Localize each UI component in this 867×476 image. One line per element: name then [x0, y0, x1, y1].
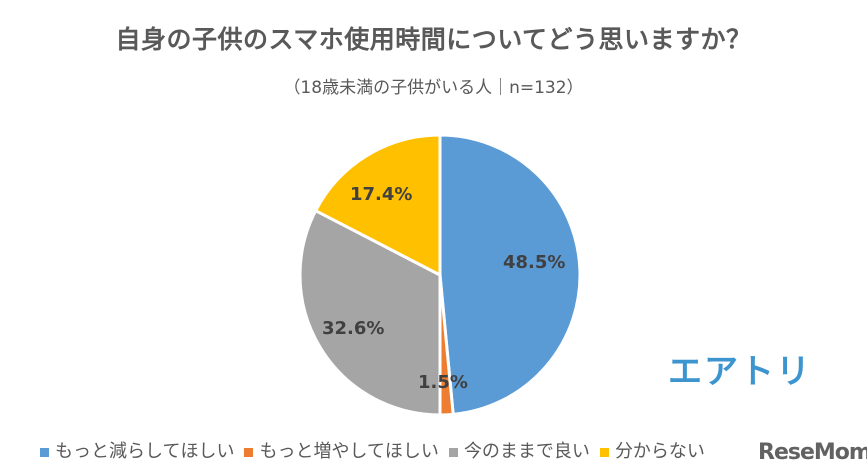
chart-subtitle: （18歳未満の子供がいる人｜n=132） — [283, 78, 584, 98]
chart-legend: もっと減らしてほしい もっと増やしてほしい 今のままで良い 分からない — [40, 437, 715, 463]
pie-slice-unknown — [313, 133, 442, 278]
legend-item-unknown: 分からない — [599, 437, 705, 463]
legend-swatch — [599, 447, 609, 457]
legend-item-reduce: もっと減らしてほしい — [40, 437, 234, 463]
legend-swatch — [244, 447, 254, 457]
slice-label-keep: 32.6% — [322, 318, 384, 339]
legend-item-increase: もっと増やしてほしい — [244, 437, 439, 463]
slice-label-reduce: 48.5% — [503, 252, 565, 273]
resemom-watermark: ReseMom — [758, 440, 867, 465]
airtrip-logo: エアトリ — [668, 352, 812, 392]
slice-label-increase: 1.5% — [418, 372, 468, 393]
legend-swatch — [40, 447, 49, 457]
pie-slice-reduce — [438, 133, 582, 417]
slice-label-unknown: 17.4% — [350, 184, 412, 205]
legend-item-keep: 今のままで良い — [448, 437, 590, 463]
pie-slice-keep — [298, 208, 442, 417]
chart-title: 自身の子供のスマホ使用時間についてどう思いますか？ — [115, 25, 752, 54]
legend-swatch — [448, 447, 458, 457]
